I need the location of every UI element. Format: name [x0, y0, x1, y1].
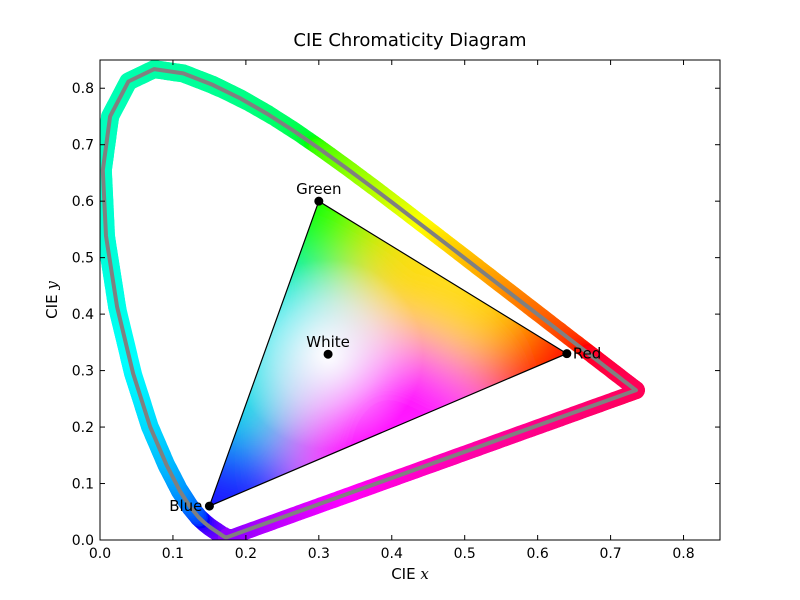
- point-white: [323, 349, 333, 359]
- plot-area: [100, 60, 645, 540]
- y-tick-label: 0.1: [72, 477, 94, 493]
- axis-ticks: 0.0 0.1 0.2 0.3 0.4 0.5 0.6 0.7 0.8 0.0 0.1 0.2 0.3 0…: [72, 60, 720, 562]
- x-tick-label: 0.4: [381, 546, 403, 562]
- y-axis-label: CIE y: [43, 281, 61, 319]
- y-tick-label: 0.5: [72, 251, 94, 267]
- y-tick-label: 0.2: [72, 420, 94, 436]
- y-tick-label: 0.8: [72, 81, 94, 97]
- label-white: White: [306, 333, 350, 351]
- y-tick-label: 0.0: [72, 533, 94, 549]
- x-tick-label: 0.3: [308, 546, 330, 562]
- point-blue: [204, 501, 214, 511]
- x-axis-label: CIE x: [391, 565, 429, 583]
- point-green: [314, 196, 324, 206]
- x-tick-label: 0.8: [672, 546, 694, 562]
- x-tick-label: 0.7: [599, 546, 621, 562]
- label-red: Red: [573, 345, 602, 363]
- x-tick-label: 0.1: [162, 546, 184, 562]
- label-blue: Blue: [169, 497, 202, 515]
- plot-frame: [99, 59, 721, 541]
- label-green: Green: [296, 180, 341, 198]
- x-tick-label: 0.5: [454, 546, 476, 562]
- x-tick-label: 0.0: [89, 546, 111, 562]
- y-tick-label: 0.6: [72, 194, 94, 210]
- spectral-locus-outline: [100, 67, 638, 540]
- gamut-triangle-edge: [208, 200, 569, 508]
- y-tick-label: 0.3: [72, 364, 94, 380]
- x-tick-label: 0.6: [527, 546, 549, 562]
- point-red: [562, 349, 572, 359]
- y-tick-label: 0.7: [72, 138, 94, 154]
- chart-title: CIE Chromaticity Diagram: [293, 30, 526, 51]
- x-tick-label: 0.2: [235, 546, 257, 562]
- gamut-markers: Red Green Blue White: [169, 180, 601, 515]
- y-tick-label: 0.4: [72, 307, 94, 323]
